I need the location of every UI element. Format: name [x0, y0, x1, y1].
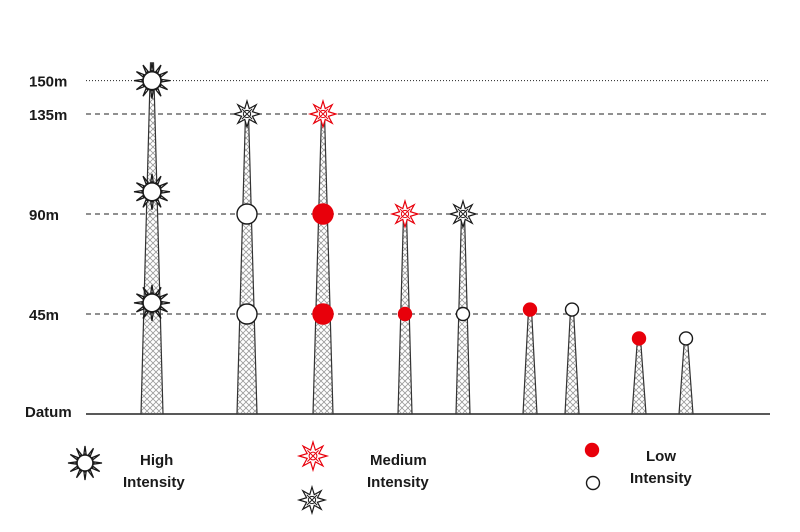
tower-4	[389, 198, 421, 415]
tower-9-mast	[678, 337, 694, 415]
axis-label-90m: 90m	[29, 207, 59, 224]
tower-4-light-1-medium-star-icon	[389, 198, 421, 230]
tower-5-light-1-medium-star-icon	[447, 198, 479, 230]
tower-7	[564, 302, 580, 415]
tower-8-light-1-low-circle-small-icon	[631, 331, 647, 346]
legend-high-line1: High	[140, 452, 173, 469]
tower-5	[447, 198, 479, 415]
tower-9	[678, 331, 694, 415]
tower-3-light-2-low-circle-icon	[312, 203, 334, 225]
axis-label-45m: 45m	[29, 307, 59, 324]
legend-low-intensity-white-icon	[585, 475, 601, 491]
tower-2-light-1-medium-star-icon	[231, 98, 263, 130]
tower-7-mast	[564, 308, 580, 415]
tower-4-light-2-low-circle-small-icon	[397, 306, 413, 322]
tower-5-light-2-low-circle-small-icon	[455, 306, 471, 322]
legend-high-line2: Intensity	[123, 474, 185, 491]
tower-1	[133, 62, 171, 415]
tower-8-mast	[631, 337, 647, 415]
tower-7-light-1-low-circle-small-icon	[564, 302, 580, 317]
tower-1-mast	[140, 62, 164, 415]
tower-3-light-3-low-circle-icon	[312, 303, 334, 325]
legend-low-line1: Low	[646, 448, 676, 465]
height-reference-lines	[86, 80, 770, 415]
tower-6-light-1-low-circle-small-icon	[522, 302, 538, 317]
tower-8	[631, 331, 647, 415]
tower-6-mast	[522, 308, 538, 415]
datum-label: Datum	[25, 404, 72, 421]
tower-2-light-3-low-circle-icon	[236, 303, 258, 325]
tower-3-mast	[312, 113, 334, 415]
tower-9-light-1-low-circle-small-icon	[678, 331, 694, 346]
legend-low-line2: Intensity	[630, 470, 692, 487]
legend-medium-line1: Medium	[370, 452, 427, 469]
tower-2	[231, 98, 263, 415]
tower-1-light-1-high-sun-icon	[133, 62, 171, 99]
legend: High Intensity Medium Intensity Low Inte…	[67, 439, 692, 516]
tower-1-light-2-high-sun-icon	[133, 173, 171, 210]
tower-1-light-3-high-sun-icon	[133, 284, 171, 321]
legend-high-intensity-icon	[67, 445, 103, 481]
tower-3	[307, 98, 339, 415]
legend-low-intensity-red-icon	[584, 442, 600, 458]
axis-label-150m: 150m	[29, 74, 67, 91]
legend-medium-line2: Intensity	[367, 474, 429, 491]
towers	[133, 62, 694, 415]
tower-2-mast	[236, 113, 258, 415]
tower-3-light-1-medium-star-icon	[307, 98, 339, 130]
height-axis-labels: 150m 135m 90m 45m Datum	[25, 74, 72, 421]
legend-medium-intensity-red-icon	[296, 439, 330, 473]
axis-label-135m: 135m	[29, 107, 67, 124]
tower-6	[522, 302, 538, 415]
tower-2-light-2-low-circle-icon	[236, 203, 258, 225]
legend-medium-intensity-black-icon	[296, 484, 328, 516]
